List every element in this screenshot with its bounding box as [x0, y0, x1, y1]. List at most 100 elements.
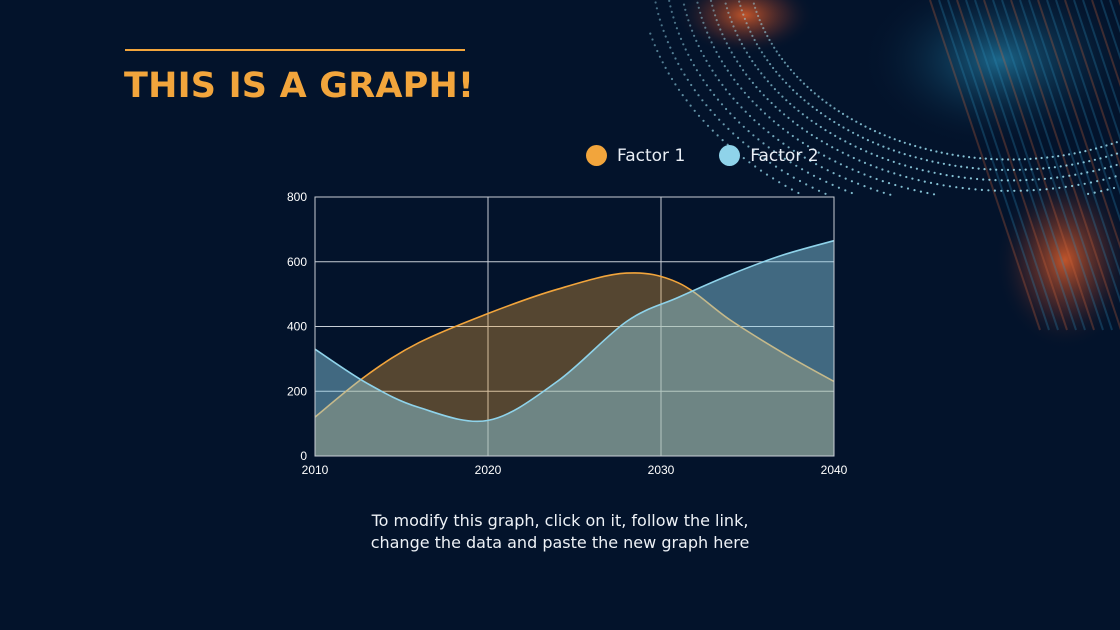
- decor-dot: [738, 38, 741, 41]
- decor-dot: [754, 64, 757, 67]
- decor-dot: [744, 110, 747, 113]
- decor-dot: [854, 145, 857, 148]
- decor-dot: [743, 91, 747, 94]
- decor-dot: [1093, 158, 1096, 161]
- decor-dot: [715, 50, 718, 54]
- decor-dot: [730, 20, 733, 23]
- decor-dot: [1082, 161, 1085, 164]
- decor-dot: [748, 161, 751, 164]
- decor-dot: [1092, 170, 1095, 173]
- x-tick-label: 2020: [475, 463, 502, 477]
- decor-dot: [923, 180, 926, 183]
- decor-dot: [658, 18, 662, 21]
- decor-dot: [733, 116, 736, 120]
- decor-dot: [757, 138, 760, 141]
- decor-dot: [795, 92, 799, 95]
- decor-dot: [775, 70, 778, 73]
- decor-dot: [790, 188, 794, 191]
- decor-dot: [1088, 160, 1091, 163]
- decor-dot: [1062, 175, 1065, 178]
- decor-dot: [781, 57, 784, 61]
- decor-dot: [795, 164, 798, 167]
- decor-dot: [682, 3, 686, 6]
- decor-dot: [677, 62, 680, 65]
- decor-dot: [869, 127, 872, 130]
- decor-dot: [805, 130, 809, 133]
- x-tick-label: 2040: [821, 463, 848, 477]
- decor-dot: [777, 138, 780, 141]
- decor-dot: [792, 176, 795, 179]
- decor-dot: [786, 172, 789, 176]
- decor-dot: [815, 137, 818, 140]
- decor-dot: [903, 141, 906, 144]
- decor-dot: [973, 156, 976, 159]
- decor-dot: [752, 134, 755, 137]
- decor-dot: [837, 186, 841, 189]
- decor-dot: [762, 27, 765, 30]
- decor-dot: [729, 74, 733, 77]
- decor-dot: [1030, 168, 1033, 171]
- decor-dot: [713, 113, 716, 116]
- decor-dot: [763, 157, 766, 160]
- instruction-caption: To modify this graph, click on it, follo…: [280, 510, 840, 554]
- decor-dot: [747, 26, 750, 29]
- decor-streak: [1028, 0, 1120, 277]
- decor-dot: [766, 59, 769, 62]
- series-area-factor-2: [315, 240, 834, 456]
- decor-dot: [778, 153, 781, 157]
- decor-dot: [810, 89, 813, 92]
- decor-dot: [696, 1, 699, 4]
- decor-dot: [962, 155, 965, 158]
- decor-dot: [836, 148, 839, 152]
- decor-dot: [824, 129, 827, 132]
- decor-dot: [762, 142, 765, 145]
- decor-dot: [1024, 168, 1027, 171]
- decor-dot: [711, 4, 714, 7]
- decor-dot: [732, 97, 735, 100]
- decor-dot: [807, 102, 810, 105]
- decor-dot: [672, 16, 675, 19]
- decor-dot: [856, 134, 860, 137]
- decor-dot: [900, 185, 903, 188]
- decor-dot: [742, 125, 745, 128]
- page-title: THIS IS A GRAPH!: [124, 66, 475, 106]
- decor-dot: [844, 189, 847, 192]
- decor-dot: [718, 118, 721, 121]
- decor-dot: [1093, 191, 1096, 194]
- decor-dot: [838, 174, 841, 177]
- decor-dot: [933, 171, 936, 174]
- decor-dot: [1089, 148, 1092, 151]
- decor-dot: [839, 163, 843, 166]
- decor-dot: [733, 55, 736, 59]
- decor-streak: [1100, 0, 1120, 61]
- decor-dot: [681, 94, 684, 97]
- decor-dot: [951, 153, 954, 156]
- decor-dot: [863, 185, 866, 188]
- decor-dot: [792, 89, 795, 92]
- y-tick-label: 0: [300, 449, 307, 463]
- decor-dot: [850, 191, 853, 195]
- decor-dot: [723, 65, 726, 68]
- decor-dot: [869, 175, 872, 178]
- decor-dot: [940, 151, 943, 154]
- decor-dot: [898, 139, 901, 143]
- decor-dot: [712, 9, 715, 12]
- decor-dot: [700, 49, 703, 53]
- decor-dot: [852, 156, 855, 160]
- decor-dot: [1089, 181, 1093, 184]
- x-tick-label: 2010: [302, 463, 329, 477]
- decor-dot: [1087, 192, 1090, 195]
- decor-dot: [781, 95, 784, 98]
- decor-streak: [983, 0, 1095, 331]
- decor-dot: [736, 60, 739, 63]
- decor-dot: [1053, 166, 1056, 169]
- decor-dot: [748, 55, 751, 59]
- streak-lines: [929, 0, 1120, 331]
- decor-dot: [1103, 167, 1107, 170]
- decor-dot: [929, 149, 933, 152]
- decor-dot: [757, 14, 760, 18]
- decor-dot: [778, 181, 781, 184]
- decor-dot: [658, 55, 662, 58]
- decor-dot: [939, 172, 942, 176]
